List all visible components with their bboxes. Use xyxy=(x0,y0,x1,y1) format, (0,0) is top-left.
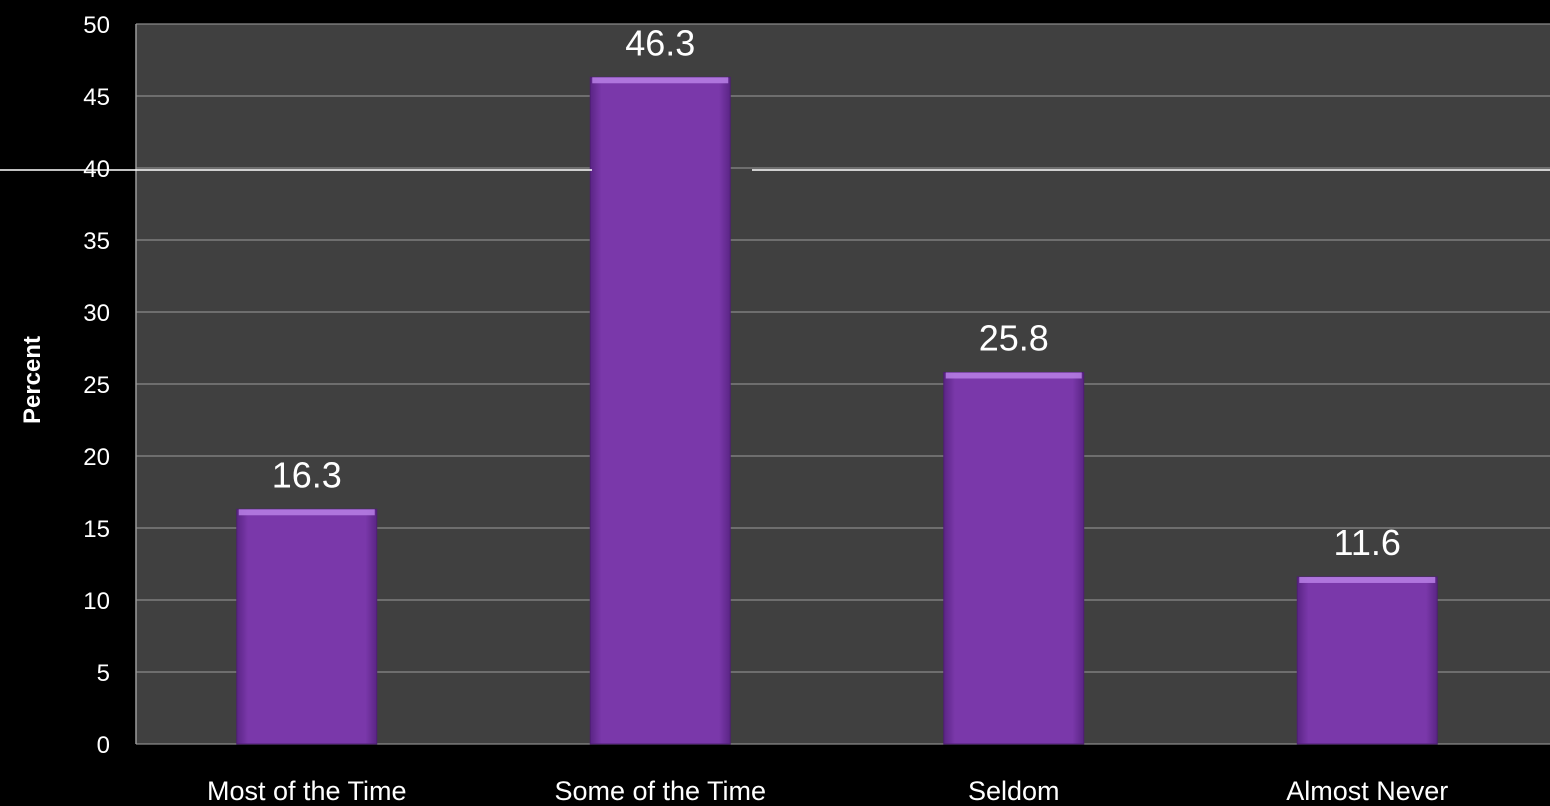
y-tick-label: 25 xyxy=(83,372,110,399)
data-label: 11.6 xyxy=(1334,522,1401,563)
data-labels: 16.3 46.3 25.8 11.6 xyxy=(272,22,1401,563)
bar-highlight xyxy=(238,509,375,516)
bar xyxy=(943,371,1085,745)
x-tick-label: Most of the Time xyxy=(207,776,407,806)
y-tick-label: 45 xyxy=(83,84,110,111)
y-tick-label: 30 xyxy=(83,300,110,327)
x-tick-label: Almost Never xyxy=(1286,776,1448,806)
data-label: 16.3 xyxy=(272,454,342,495)
x-tick-label: Some of the Time xyxy=(554,776,766,806)
y-axis-title: Percent xyxy=(19,336,46,424)
y-tick-label: 0 xyxy=(97,732,110,759)
bar xyxy=(1296,576,1438,745)
bar-highlight xyxy=(592,77,729,84)
y-tick-label: 50 xyxy=(83,12,110,39)
data-label: 46.3 xyxy=(625,22,695,63)
bars xyxy=(236,76,1438,745)
bar-highlight xyxy=(945,372,1082,379)
y-tick-label: 15 xyxy=(83,516,110,543)
bar xyxy=(236,508,378,745)
bar xyxy=(589,76,731,745)
y-tick-label: 10 xyxy=(83,588,110,615)
data-label: 25.8 xyxy=(979,317,1049,358)
bar-highlight xyxy=(1299,576,1436,583)
x-tick-label: Seldom xyxy=(968,776,1060,806)
y-tick-label: 5 xyxy=(97,660,110,687)
x-axis-categories: Most of the Time Some of the Time Seldom Al… xyxy=(207,776,1448,806)
y-tick-label: 35 xyxy=(83,228,110,255)
y-tick-label: 20 xyxy=(83,444,110,471)
